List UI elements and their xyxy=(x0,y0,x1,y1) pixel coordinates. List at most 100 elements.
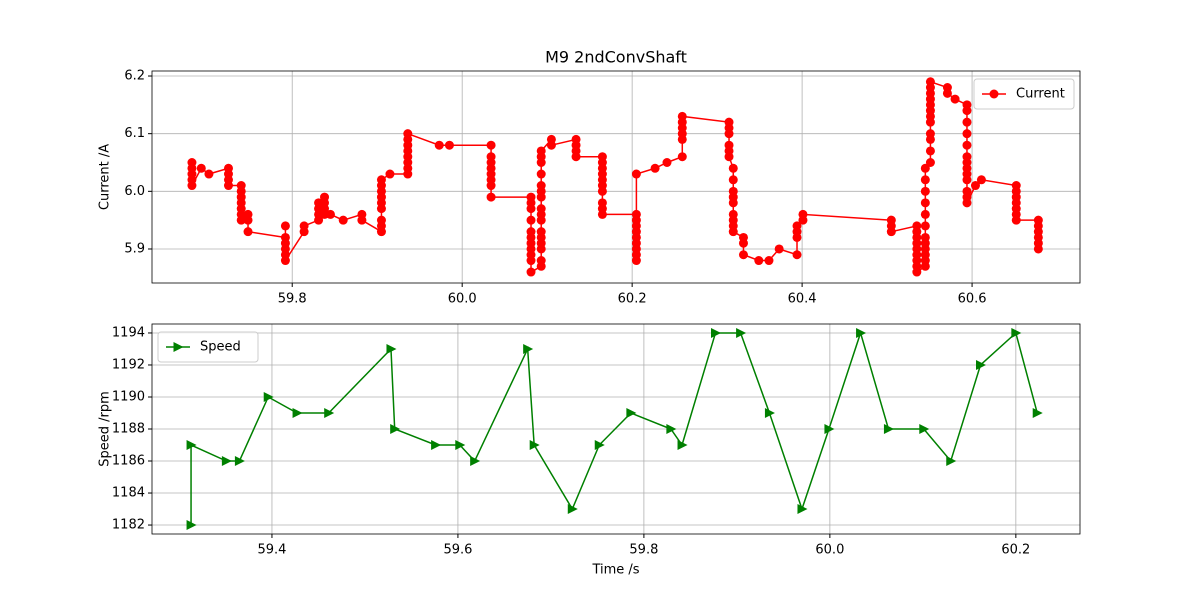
marker xyxy=(920,163,930,173)
marker xyxy=(724,152,734,162)
marker xyxy=(186,520,197,531)
marker xyxy=(792,250,802,260)
marker xyxy=(919,424,930,434)
data-line xyxy=(191,80,1040,274)
marker xyxy=(526,256,536,266)
marker xyxy=(236,215,246,225)
marker xyxy=(920,175,930,185)
x-tick-label: 60.6 xyxy=(958,292,987,307)
marker xyxy=(597,209,607,219)
marker xyxy=(526,204,536,214)
y-tick-label: 1188 xyxy=(112,422,145,437)
marker xyxy=(662,157,672,167)
legend-box xyxy=(973,78,1075,110)
marker xyxy=(196,163,206,173)
marker xyxy=(962,106,972,116)
marker xyxy=(728,198,738,208)
marker xyxy=(486,192,496,202)
y-tick-label: 1190 xyxy=(112,389,145,404)
x-tick-label: 60.2 xyxy=(1001,543,1030,558)
legend-label: Current xyxy=(1016,87,1065,102)
marker xyxy=(597,186,607,196)
marker xyxy=(234,456,245,467)
legend-label: Speed xyxy=(200,340,241,355)
marker xyxy=(299,221,309,231)
marker xyxy=(631,256,641,266)
marker xyxy=(976,175,986,185)
marker xyxy=(536,169,546,179)
marker xyxy=(738,250,748,260)
marker xyxy=(764,256,774,266)
marker xyxy=(754,256,764,266)
x-tick-label: 60.0 xyxy=(448,292,477,307)
marker xyxy=(912,267,922,277)
marker xyxy=(526,215,536,225)
y-tick-label: 6.0 xyxy=(124,184,145,199)
plot-area xyxy=(186,327,1043,531)
marker xyxy=(942,88,952,98)
chart-title: M9 2ndConvShaft xyxy=(545,48,687,67)
marker xyxy=(677,152,687,162)
marker xyxy=(970,181,980,191)
x-axis-label: Time /s xyxy=(591,563,639,578)
marker xyxy=(186,440,197,451)
legend-marker xyxy=(173,342,184,352)
marker xyxy=(357,215,367,225)
marker xyxy=(376,215,386,225)
marker xyxy=(594,440,605,451)
y-tick-label: 6.1 xyxy=(124,126,145,141)
marker xyxy=(925,146,935,156)
marker xyxy=(798,209,808,219)
marker xyxy=(567,504,578,515)
marker xyxy=(324,407,335,418)
y-tick-label: 1184 xyxy=(112,486,145,501)
marker xyxy=(325,209,335,219)
marker xyxy=(536,204,546,214)
legend-box xyxy=(157,331,259,363)
marker xyxy=(650,163,660,173)
marker xyxy=(470,456,481,467)
marker xyxy=(1011,327,1022,338)
marker xyxy=(920,198,930,208)
marker xyxy=(263,391,274,402)
marker xyxy=(536,227,546,237)
marker xyxy=(376,175,386,185)
marker xyxy=(626,407,637,418)
marker xyxy=(338,215,348,225)
x-tick-label: 60.2 xyxy=(618,292,647,307)
marker xyxy=(677,440,688,451)
marker xyxy=(386,343,397,354)
marker xyxy=(529,440,540,451)
marker xyxy=(546,140,556,150)
marker xyxy=(631,169,641,179)
marker xyxy=(280,256,290,266)
plot-area xyxy=(187,77,1043,277)
marker xyxy=(925,129,935,139)
marker xyxy=(962,140,972,150)
marker xyxy=(728,163,738,173)
marker xyxy=(390,424,401,434)
marker xyxy=(738,238,748,248)
marker xyxy=(221,456,232,467)
marker xyxy=(728,227,738,237)
marker xyxy=(920,186,930,196)
x-tick-label: 59.8 xyxy=(278,292,307,307)
marker xyxy=(385,169,395,179)
marker xyxy=(292,407,303,418)
marker xyxy=(486,140,496,150)
marker xyxy=(243,215,253,225)
y-axis-label: Speed /rpm xyxy=(98,391,113,467)
marker xyxy=(976,359,987,370)
marker xyxy=(403,129,413,139)
axes-frame xyxy=(151,70,1081,284)
marker xyxy=(886,227,896,237)
marker xyxy=(571,152,581,162)
marker xyxy=(280,221,290,231)
x-tick-label: 60.0 xyxy=(815,543,844,558)
marker xyxy=(920,209,930,219)
x-tick-label: 60.4 xyxy=(788,292,817,307)
x-tick-label: 59.6 xyxy=(443,543,472,558)
marker xyxy=(243,227,253,237)
marker xyxy=(774,244,784,254)
y-tick-label: 1186 xyxy=(112,454,145,469)
